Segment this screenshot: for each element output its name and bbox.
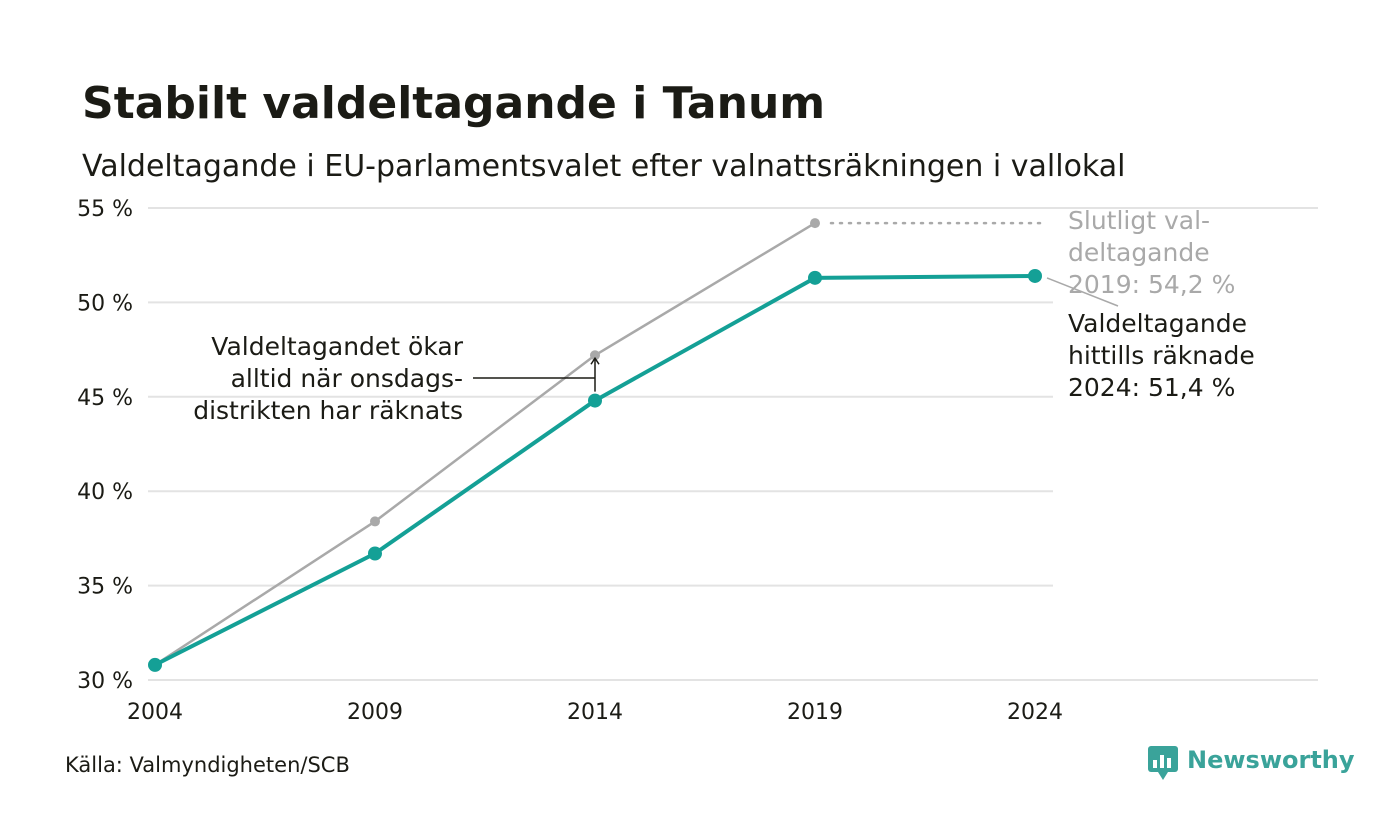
newsworthy-logo: Newsworthy	[1148, 746, 1355, 780]
increase-label-line-1: Valdeltagandet ökar	[211, 332, 463, 361]
counted-turnout-point-2019	[808, 270, 822, 285]
newsworthy-logo-icon	[1148, 746, 1178, 780]
y-tick-label-30: 30 %	[77, 669, 133, 694]
newsworthy-logo-text: Newsworthy	[1187, 746, 1355, 774]
x-tick-label-2019: 2019	[787, 700, 843, 725]
y-tick-label-40: 40 %	[77, 480, 133, 505]
final-turnout-label-line-3: 2019: 54,2 %	[1068, 270, 1235, 299]
final-turnout-point-2009	[370, 516, 380, 527]
final-turnout-point-2014	[590, 350, 600, 361]
final-turnout-label-line-1: Slutligt val-	[1068, 206, 1210, 235]
increase-arrow-icon	[590, 356, 600, 365]
counted-turnout-point-2009	[368, 546, 382, 561]
x-tick-label-2024: 2024	[1007, 700, 1063, 725]
x-tick-label-2009: 2009	[347, 700, 403, 725]
counted-turnout-label-line-1: Valdeltagande	[1068, 309, 1247, 338]
annotation-turnout-increase: Valdeltagandet ökar alltid när onsdags- …	[193, 332, 600, 425]
counted-turnout-point-2014	[588, 393, 602, 408]
x-axis: 2004 2009 2014 2019 2024	[127, 700, 1063, 725]
y-axis: 30 % 35 % 40 % 45 % 50 % 55 %	[77, 197, 133, 694]
y-tick-label-55: 55 %	[77, 197, 133, 222]
final-turnout-line	[153, 221, 817, 667]
counted-turnout-leader-line	[1046, 277, 1119, 307]
final-turnout-label-line-2: deltagande	[1068, 238, 1210, 267]
counted-turnout-label-line-3: 2024: 51,4 %	[1068, 373, 1235, 402]
annotation-counted-turnout: Valdeltagande hittills räknade 2024: 51,…	[1046, 277, 1255, 402]
counted-turnout-point-2024	[1028, 268, 1042, 283]
x-tick-label-2004: 2004	[127, 700, 183, 725]
source-note: Källa: Valmyndigheten/SCB	[65, 753, 350, 777]
increase-label-line-3: distrikten har räknats	[193, 396, 463, 425]
y-tick-label-50: 50 %	[77, 291, 133, 316]
final-turnout-point-2019	[810, 218, 820, 229]
counted-turnout-label-line-2: hittills räknade	[1068, 341, 1255, 370]
y-tick-label-45: 45 %	[77, 386, 133, 411]
annotation-final-turnout: Slutligt val- deltagande 2019: 54,2 %	[829, 206, 1235, 299]
series-final-turnout	[150, 218, 820, 670]
counted-turnout-point-2004	[148, 657, 162, 672]
chart-subtitle: Valdeltagande i EU-parlamentsvalet efter…	[82, 149, 1125, 184]
series-counted-turnout	[148, 268, 1042, 672]
increase-bracket-line	[473, 358, 596, 392]
y-tick-label-35: 35 %	[77, 575, 133, 600]
x-tick-label-2014: 2014	[567, 700, 623, 725]
grid	[148, 207, 1318, 681]
increase-label-line-2: alltid när onsdags-	[231, 364, 463, 393]
chart-title: Stabilt valdeltagande i Tanum	[82, 78, 825, 129]
